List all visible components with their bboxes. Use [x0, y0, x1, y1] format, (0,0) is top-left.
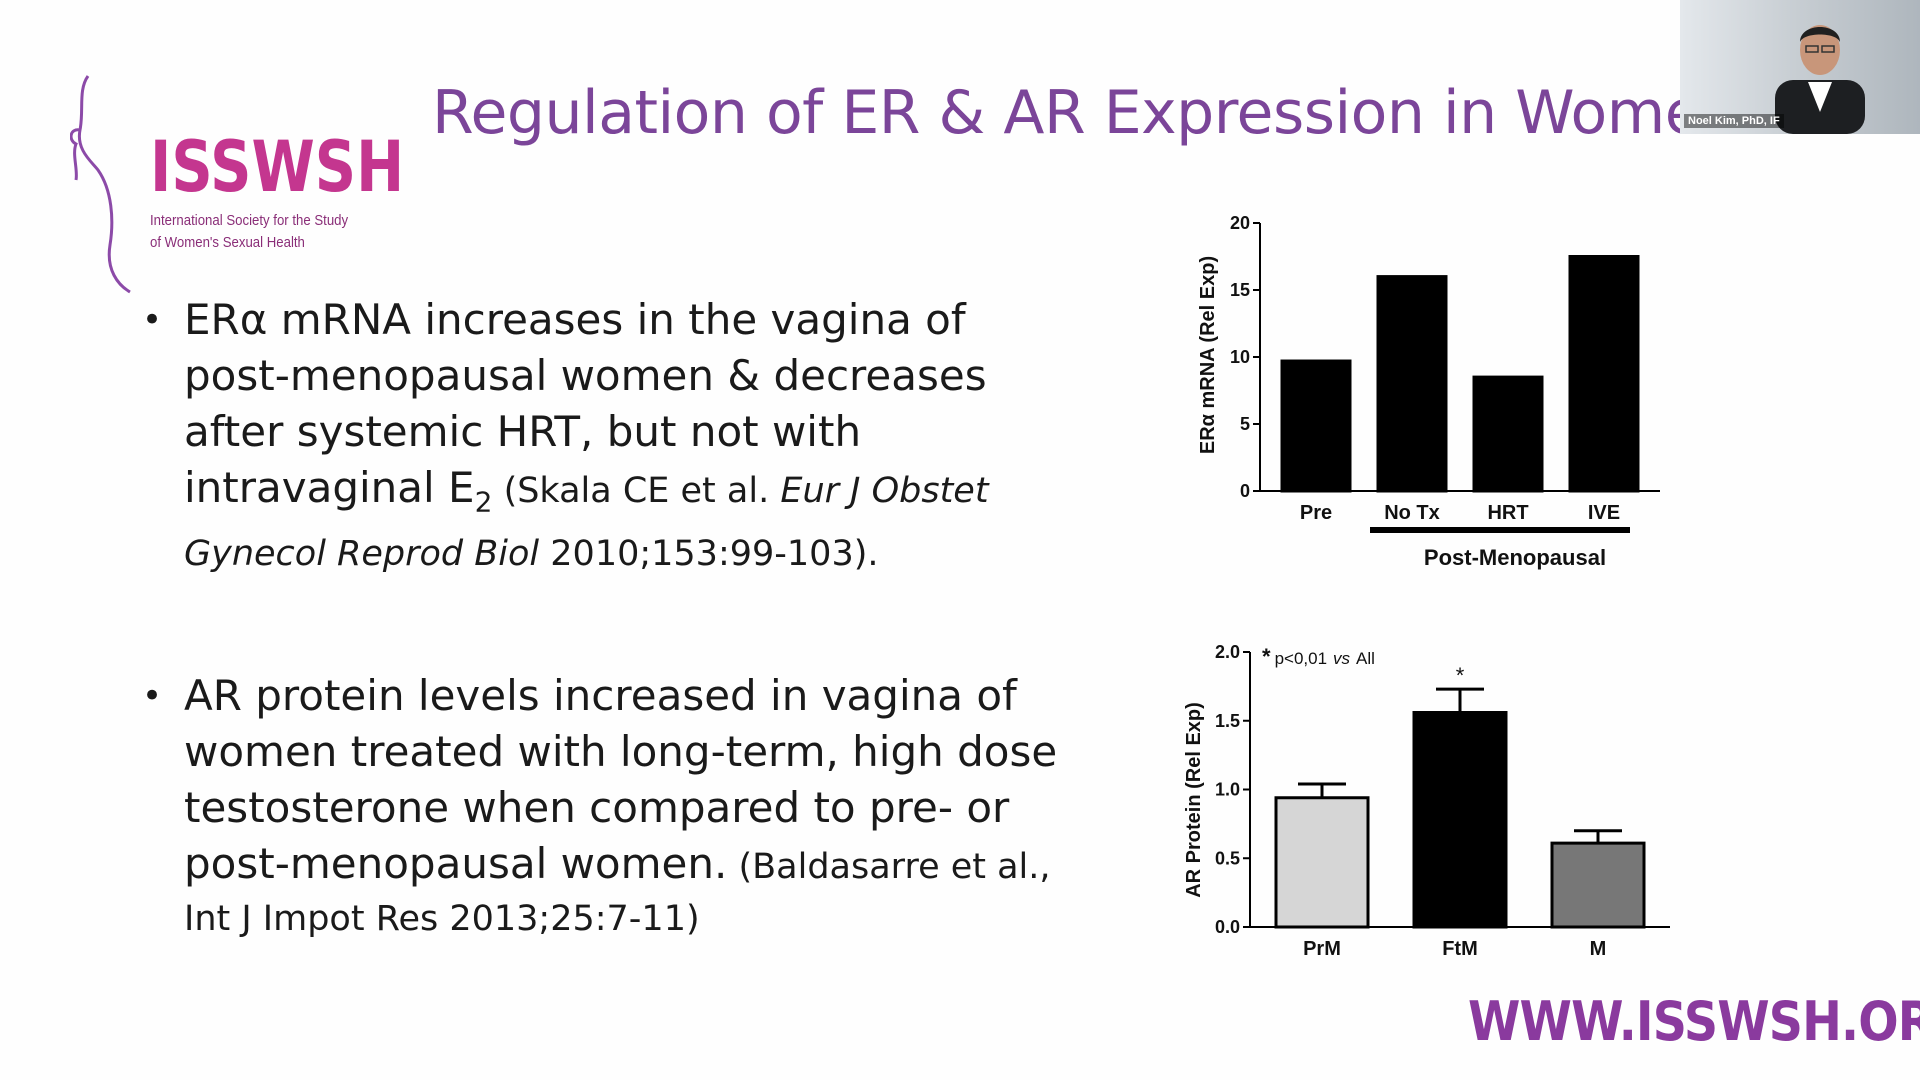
chart2-bar — [1550, 841, 1646, 929]
chart2-y-tick-label: 2.0 — [1215, 642, 1240, 662]
citation-1-ref: 2010;153:99-103). — [539, 534, 879, 575]
chart2-y-tick-label: 0.5 — [1215, 848, 1240, 868]
chart2-bar — [1274, 796, 1370, 929]
logo-subtitle: International Society for the Study of W… — [150, 210, 423, 254]
chart2-y-axis-label: AR Protein (Rel Exp) — [1183, 702, 1205, 898]
chart1-x-tick-label: IVE — [1588, 502, 1620, 524]
bullet-1-text: intravaginal E — [184, 463, 475, 512]
chart1-bar — [1280, 359, 1352, 493]
chart2-y-tick-label: 1.0 — [1215, 780, 1240, 800]
bullet-1-line-3: after systemic HRT, but not with — [184, 407, 862, 456]
chart2-y-tick-label: 0.0 — [1215, 917, 1240, 937]
bullet-2-line-4: post-menopausal women. (Baldasarre et al… — [184, 836, 1092, 895]
chart2-x-tick-label: PrM — [1303, 938, 1341, 960]
chart1-bar — [1376, 275, 1448, 493]
logo-name: ISSWSH — [150, 126, 405, 208]
speaker-video-tile[interactable]: Noel Kim, PhD, IF — [1680, 0, 1920, 134]
logo-subtitle-line2: of Women's Sexual Health — [150, 234, 305, 251]
bullet-2: • AR protein levels increased in vagina … — [142, 668, 1092, 943]
chart2-significance-marker: * — [1456, 663, 1465, 688]
speaker-name-label: Noel Kim, PhD, IF — [1684, 114, 1784, 128]
subscript-2: 2 — [474, 485, 493, 519]
chart1-x-tick-label: Pre — [1300, 502, 1332, 524]
chart1-bar — [1568, 255, 1640, 493]
chart1-y-tick-label: 5 — [1240, 414, 1250, 434]
chart1-y-tick-label: 10 — [1230, 347, 1250, 367]
chart1-x-tick-label: No Tx — [1384, 502, 1440, 524]
chart1-y-tick-label: 15 — [1230, 280, 1250, 300]
bullet-2-line-5: Int J Impot Res 2013;25:7-11) — [184, 899, 700, 939]
chart2-annotation: * p<0,01 vs All — [1262, 644, 1375, 669]
bullet-1-line-1: ERα mRNA increases in the vagina of — [184, 295, 966, 344]
bullet-2-text: post-menopausal women. — [184, 839, 728, 888]
slide-title: Regulation of ER & AR Expression in Wome… — [432, 78, 1739, 148]
chart2-x-tick-label: FtM — [1442, 938, 1478, 960]
chart1-y-axis-label: ERα mRNA (Rel Exp) — [1197, 256, 1219, 454]
era-mrna-bar-chart: ERα mRNA (Rel Exp) 0 5 10 15 20 Pre No Tx HRT IV… — [1197, 213, 1660, 570]
bullet-2-line-1: AR protein levels increased in vagina of — [184, 671, 1017, 720]
chart1-y-tick-label: 20 — [1230, 213, 1250, 233]
speaker-avatar — [1775, 25, 1865, 134]
bullet-1-line-4: intravaginal E2 (Skala CE et al. Eur J O… — [184, 460, 1092, 530]
bullet-marker: • — [142, 676, 163, 716]
citation-2-authors: (Baldasarre et al., — [727, 847, 1051, 887]
bullet-1-line-5: Gynecol Reprod Biol 2010;153:99-103). — [184, 530, 1092, 578]
logo-subtitle-line1: International Society for the Study — [150, 212, 349, 229]
bullet-1: • ERα mRNA increases in the vagina of po… — [142, 292, 1092, 578]
bullet-2-line-3: testosterone when compared to pre- or — [184, 783, 1010, 832]
citation-1-journal: Eur J Obstet — [780, 471, 989, 511]
isswsh-logo-figure — [70, 75, 131, 294]
chart2-x-tick-label: M — [1590, 938, 1607, 960]
citation-1-journal-cont: Gynecol Reprod Biol — [184, 534, 540, 575]
citation-1-authors: (Skala CE et al. — [492, 471, 781, 511]
chart2-bar — [1412, 711, 1508, 929]
post-menopausal-label: Post-Menopausal — [1424, 545, 1606, 570]
isswsh-logo: ISSWSH International Society for the Stu… — [150, 132, 460, 254]
footer-website-url[interactable]: WWW.ISSWSH.ORG — [1468, 990, 1920, 1053]
bullet-1-line-2: post-menopausal women & decreases — [184, 351, 987, 400]
chart2-y-tick-label: 1.5 — [1215, 711, 1240, 731]
chart1-bar — [1472, 375, 1544, 493]
chart1-x-tick-label: HRT — [1487, 502, 1528, 524]
chart1-y-tick-label: 0 — [1240, 481, 1250, 501]
post-menopausal-bracket — [1370, 527, 1630, 533]
bullet-marker: • — [142, 300, 163, 340]
bullet-2-line-2: women treated with long-term, high dose — [184, 727, 1058, 776]
ar-protein-bar-chart: AR Protein (Rel Exp) * p<0,01 vs All 0.0 0.5… — [1183, 642, 1670, 960]
